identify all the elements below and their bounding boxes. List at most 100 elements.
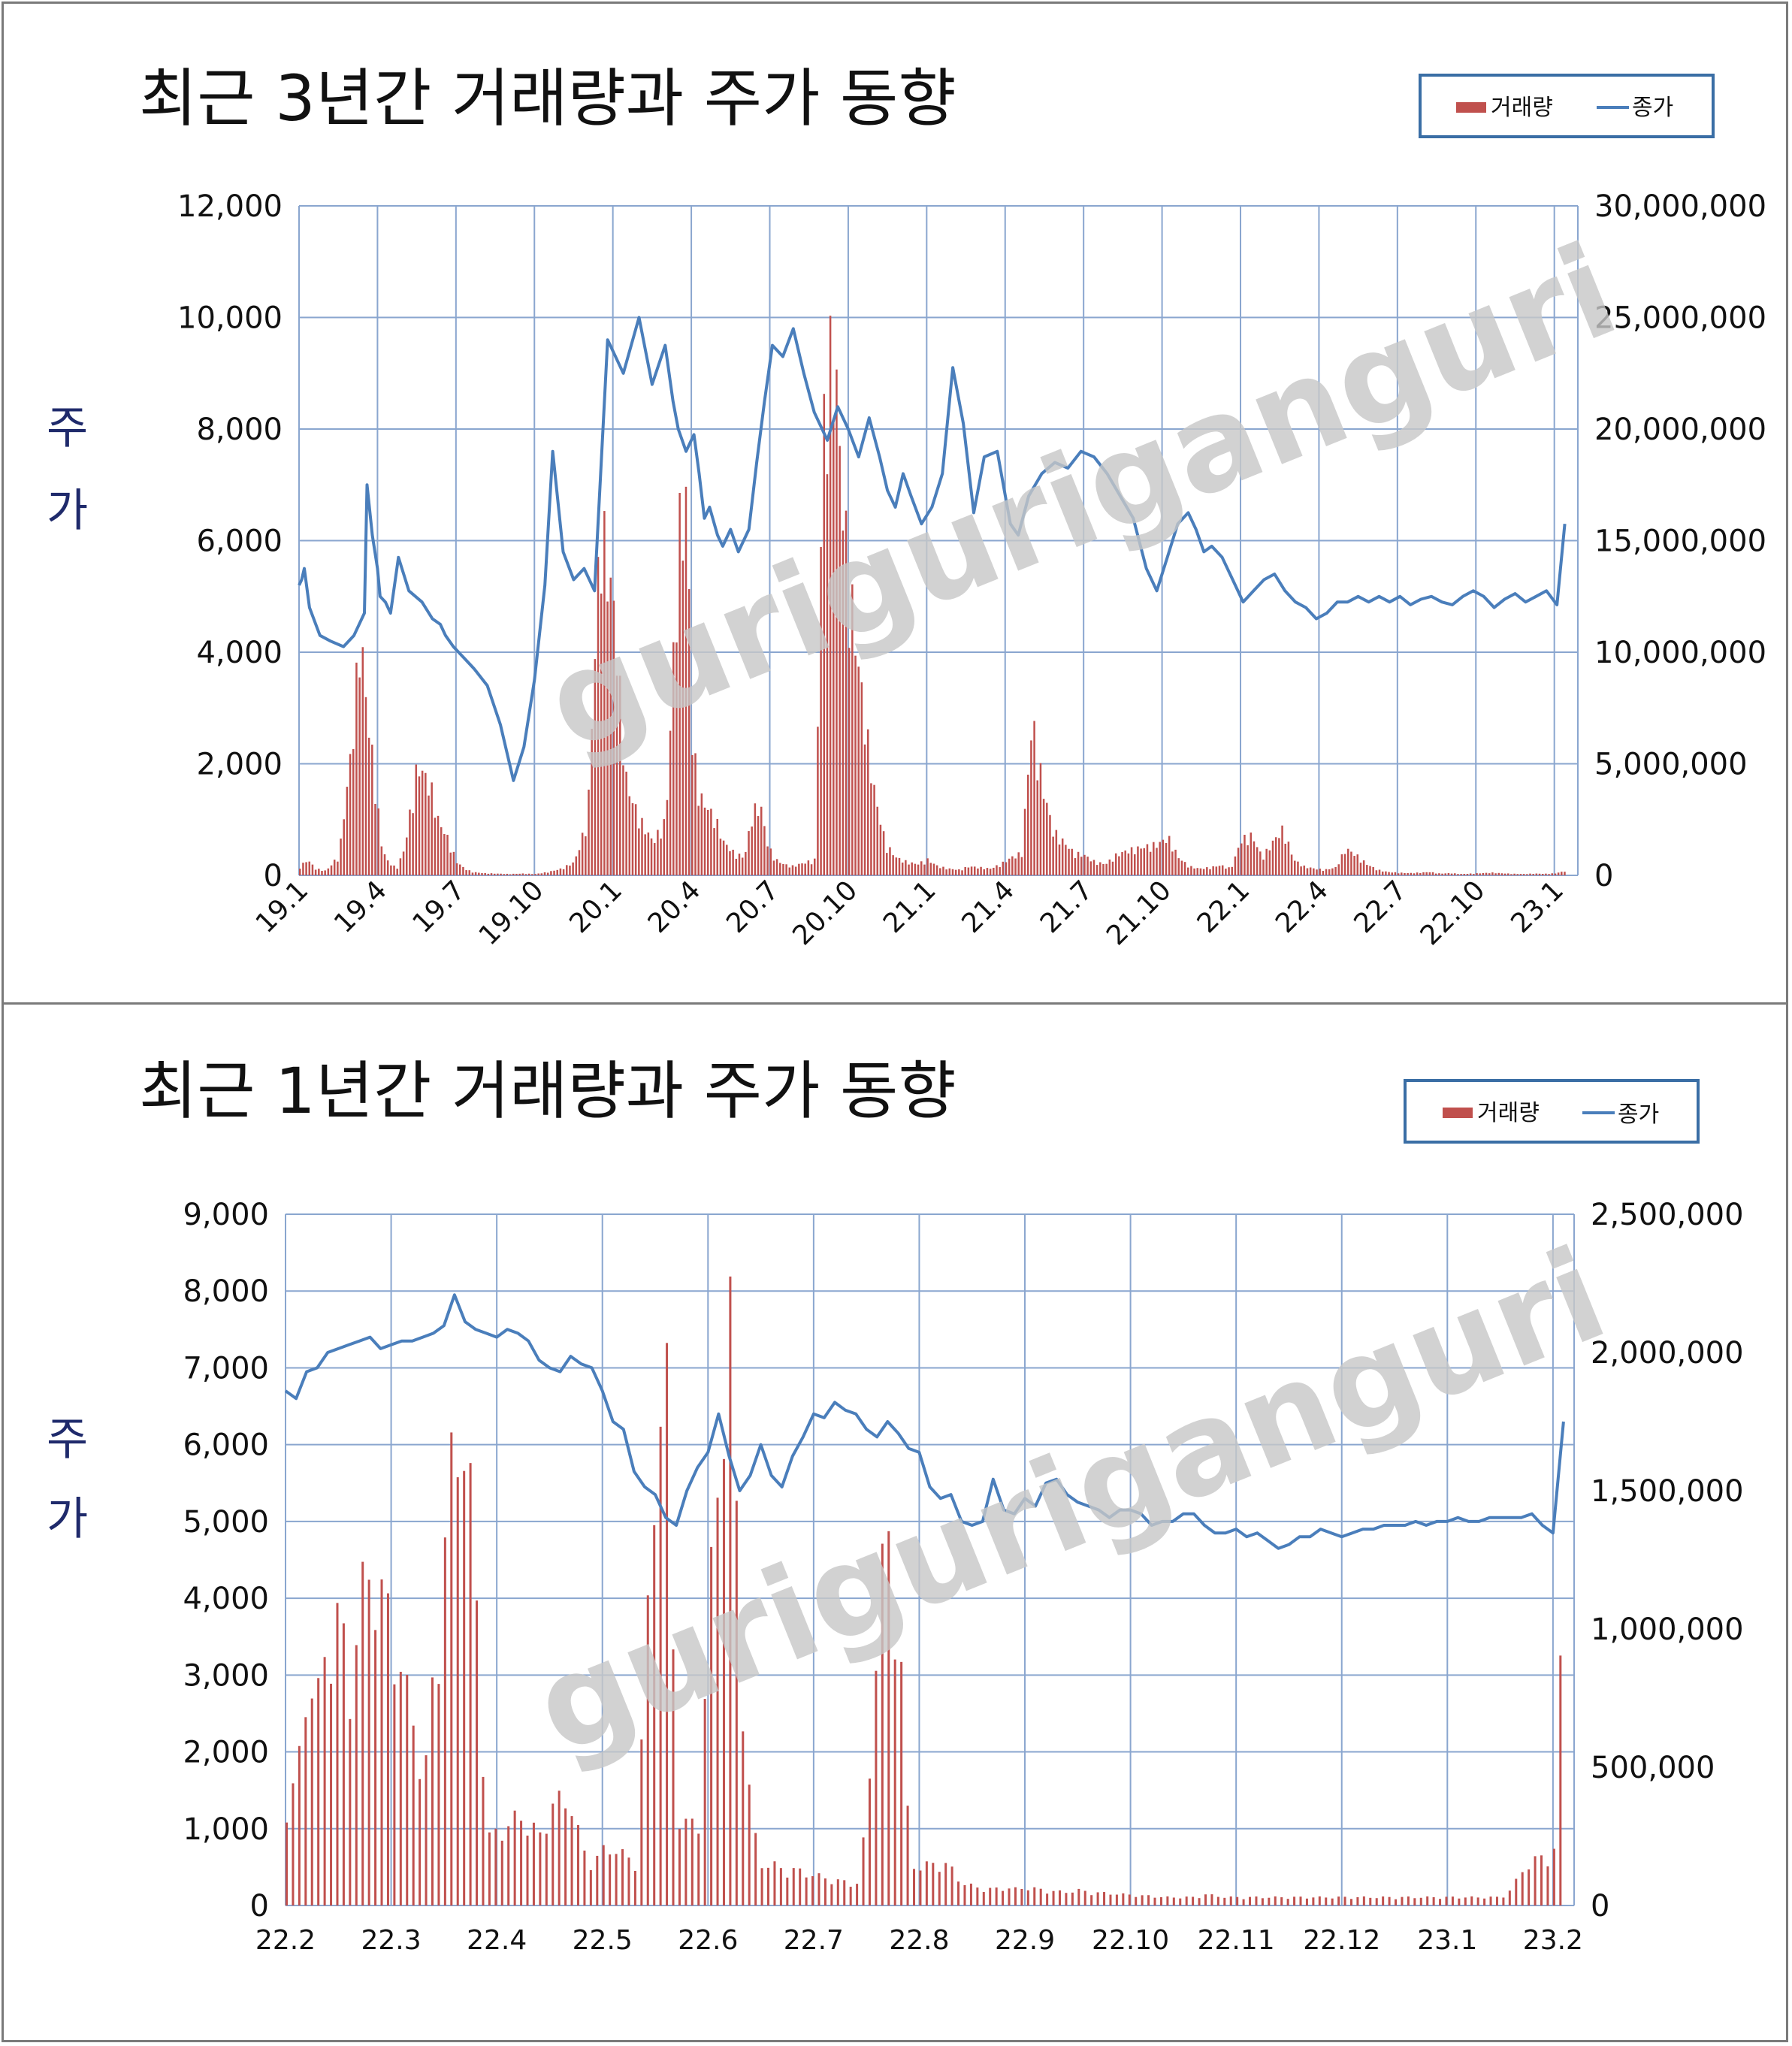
volume-bar [817, 727, 819, 875]
volume-bar [1011, 856, 1014, 875]
volume-bar [292, 1783, 295, 1905]
volume-bar [1074, 858, 1077, 875]
volume-bar [452, 851, 455, 875]
volume-bar [1023, 808, 1026, 875]
volume-bar [1426, 1896, 1429, 1905]
volume-bar [644, 834, 646, 875]
volume-bar [615, 1854, 618, 1905]
volume-bar [386, 1593, 389, 1905]
volume-bar [317, 1678, 320, 1905]
volume-bar [1008, 1888, 1011, 1905]
volume-bar [722, 1458, 725, 1905]
volume-bar [1199, 868, 1202, 875]
volume-bar [396, 869, 398, 875]
volume-bar [1026, 1890, 1029, 1905]
legend-label-close: 종가 [1618, 1102, 1659, 1128]
volume-bar [1410, 872, 1413, 875]
volume-bar [1039, 1888, 1042, 1905]
volume-bar [866, 729, 869, 875]
y-axis-label-2: 가 [47, 1493, 88, 1546]
volume-bar [1096, 1892, 1099, 1905]
volume-bar [1551, 873, 1553, 875]
y-left-tick: 2,000 [183, 1736, 269, 1770]
volume-bar [779, 1868, 782, 1905]
volume-bar [751, 827, 753, 875]
volume-bar [1521, 1872, 1524, 1905]
volume-bar [1500, 873, 1503, 875]
volume-bar [476, 1600, 479, 1905]
volume-bar [1407, 1896, 1410, 1905]
volume-bar [669, 730, 672, 875]
volume-bar [553, 870, 555, 875]
volume-bar [1366, 865, 1368, 875]
volume-bar [1347, 848, 1349, 875]
volume-bar [653, 843, 656, 875]
volume-bar [546, 872, 549, 875]
volume-bar [1434, 873, 1437, 875]
volume-bar [1209, 869, 1211, 875]
volume-bar [1228, 867, 1230, 875]
volume-bar [1249, 1896, 1252, 1905]
volume-bar [919, 1870, 922, 1905]
volume-bar [1236, 1896, 1239, 1905]
volume-bar [722, 840, 725, 875]
volume-bar [845, 510, 848, 875]
volume-bar [938, 1872, 941, 1905]
volume-bar [1476, 873, 1478, 875]
volume-bar [1221, 865, 1224, 875]
volume-bar [1299, 1896, 1302, 1905]
legend-swatch-volume [1443, 1108, 1473, 1118]
volume-bar [798, 863, 800, 875]
volume-bar [520, 1821, 523, 1905]
volume-bar [1356, 854, 1359, 875]
volume-bar [352, 748, 355, 875]
volume-bar [638, 828, 640, 875]
volume-bar [1438, 873, 1440, 875]
volume-bar [468, 870, 471, 875]
volume-bar [1305, 1898, 1308, 1905]
volume-bar [1183, 862, 1186, 875]
volume-bar [633, 1870, 636, 1905]
volume-bar [1343, 1896, 1346, 1905]
volume-bar [487, 873, 490, 875]
volume-bar [1394, 872, 1397, 875]
volume-bar [1046, 1893, 1049, 1905]
volume-bar [524, 874, 527, 875]
volume-bar [889, 847, 891, 875]
y-left-tick: 5,000 [183, 1505, 269, 1540]
volume-bar [572, 862, 574, 875]
volume-bar [559, 868, 562, 875]
volume-bar [1293, 1896, 1296, 1905]
x-tick: 23.2 [1523, 1925, 1583, 1956]
volume-bar [1485, 872, 1488, 875]
volume-bar [694, 753, 697, 875]
volume-bar [1561, 872, 1563, 875]
volume-bar [1432, 1896, 1435, 1905]
volume-bar [675, 642, 678, 875]
volume-bar [349, 1718, 352, 1905]
y-right-tick: 1,500,000 [1591, 1474, 1744, 1509]
volume-bar [856, 1884, 859, 1905]
volume-bar [735, 1501, 738, 1905]
volume-bar [558, 1791, 561, 1905]
volume-bar [1526, 874, 1528, 875]
volume-bar [911, 862, 913, 875]
volume-bar [469, 1463, 472, 1905]
volume-bar [1297, 861, 1299, 875]
volume-bar [1404, 873, 1406, 875]
volume-bar [1166, 1896, 1169, 1905]
volume-bar [600, 593, 603, 875]
x-tick: 22.12 [1303, 1925, 1380, 1956]
volume-bar [1121, 852, 1123, 875]
volume-bar [1313, 868, 1315, 875]
volume-bar [794, 866, 797, 875]
volume-bar [713, 828, 715, 875]
volume-bar [1545, 873, 1547, 875]
volume-bar [1362, 860, 1365, 875]
y-left-tick: 0 [250, 1889, 269, 1924]
volume-bar [1231, 866, 1233, 875]
volume-bar [1268, 850, 1271, 875]
volume-bar [597, 557, 600, 875]
volume-bar [1463, 874, 1466, 875]
legend-swatch-volume [1456, 102, 1486, 113]
